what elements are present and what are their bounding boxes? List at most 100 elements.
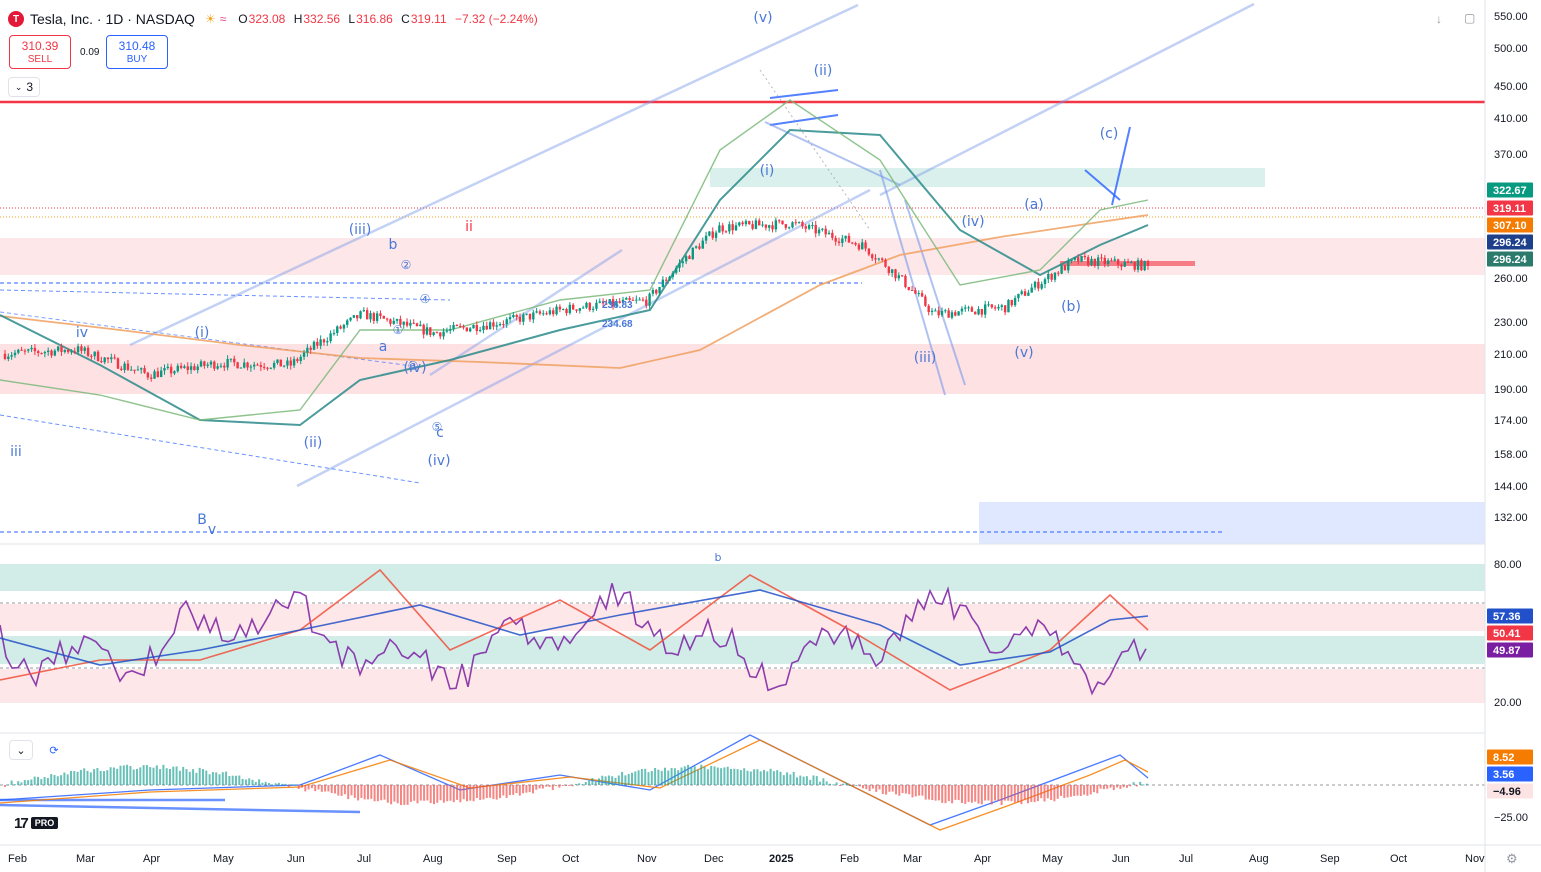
open-value: 323.08 — [248, 12, 286, 26]
macd-badge: −4.96 — [1493, 786, 1521, 798]
macd-histogram-bar — [119, 765, 122, 785]
buy-price: 310.48 — [118, 39, 156, 53]
macd-histogram-bar — [99, 770, 102, 785]
macd-histogram-bar — [73, 771, 76, 785]
macd-histogram-bar — [139, 767, 142, 785]
candle-body — [907, 287, 910, 290]
candle-body — [681, 261, 685, 264]
macd-histogram-bar — [396, 785, 399, 804]
macd-histogram-bar — [931, 785, 934, 801]
candle-body — [193, 366, 196, 371]
symbol-title[interactable]: Tesla, Inc. · 1D · NASDAQ — [30, 11, 195, 27]
macd-histogram-bar — [518, 785, 521, 796]
candle-body — [449, 328, 452, 331]
candle-body — [173, 371, 176, 374]
macd-histogram-bar — [700, 764, 703, 785]
candle-body — [684, 256, 688, 262]
macd-histogram-bar — [1056, 785, 1059, 799]
macd-signal-line — [0, 739, 1149, 831]
macd-histogram-bar — [769, 768, 772, 785]
candle-body — [372, 313, 376, 321]
sell-button[interactable]: 310.39 SELL — [9, 35, 71, 69]
macd-histogram-bar — [17, 781, 20, 785]
macd-trendline — [0, 803, 361, 814]
macd-histogram-bar — [1073, 785, 1076, 796]
chevron-down-icon: ⌄ — [14, 81, 23, 92]
candle-body — [548, 310, 552, 315]
rsi-badge-bg — [1487, 608, 1533, 624]
wave-label: (iv) — [961, 214, 984, 230]
candle-body — [758, 220, 761, 226]
macd-collapse-button[interactable]: ⌄ — [9, 740, 33, 760]
download-icon[interactable]: ↓ — [1436, 12, 1442, 26]
macd-histogram-bar — [898, 785, 901, 796]
settings-gear-icon[interactable]: ⚙ — [1506, 851, 1518, 866]
market-hours-icon[interactable]: ☀ — [204, 12, 216, 26]
macd-histogram-bar — [13, 784, 16, 786]
macd-histogram-bar — [1099, 785, 1102, 789]
macd-histogram-bar — [1102, 785, 1105, 790]
candle-body — [56, 346, 60, 351]
macd-histogram-bar — [1076, 785, 1079, 796]
macd-histogram-bar — [746, 770, 749, 785]
time-tick-label: Apr — [974, 853, 991, 865]
wave-label: ② — [401, 258, 412, 272]
macd-histogram-bar — [862, 785, 864, 789]
wave-label: (a) — [1024, 197, 1044, 213]
indicators-toggle-button[interactable]: ⌄ 3 — [8, 77, 40, 97]
symbol-header: T Tesla, Inc. · 1D · NASDAQ ☀ ≈ O323.08 … — [8, 8, 543, 30]
refresh-icon[interactable]: ⟳ — [42, 740, 66, 760]
macd-histogram-bar — [545, 785, 548, 787]
macd-histogram-bar — [423, 785, 426, 801]
candle-body — [63, 349, 67, 352]
macd-histogram-bar — [479, 785, 482, 801]
macd-histogram-bar — [317, 785, 320, 790]
macd-histogram-bar — [984, 785, 987, 801]
tradingview-logo[interactable]: 17 PRO — [14, 815, 59, 832]
candle-body — [163, 368, 166, 371]
candle-body — [532, 312, 535, 320]
macd-histogram-bar — [703, 766, 706, 785]
macd-histogram-bar — [693, 766, 696, 785]
data-status-icon[interactable]: ≈ — [219, 12, 227, 26]
candle-body — [741, 222, 744, 225]
buy-button[interactable]: 310.48 BUY — [106, 35, 168, 69]
macd-histogram-bar — [198, 767, 201, 785]
candle-body — [329, 333, 332, 342]
candle-body — [512, 314, 515, 318]
macd-histogram-bar — [604, 776, 607, 785]
time-tick-label: May — [1042, 853, 1063, 865]
candle-body — [1060, 265, 1063, 274]
rsi-ma-line — [0, 568, 1149, 691]
candle-body — [30, 347, 33, 350]
macd-histogram-bar — [208, 774, 211, 785]
candle-body — [1003, 305, 1007, 313]
macd-histogram-bar — [508, 785, 511, 796]
low-value: 316.86 — [356, 12, 393, 26]
macd-histogram-bar — [324, 785, 327, 792]
macd-histogram-bar — [654, 767, 657, 785]
macd-histogram-bar — [555, 785, 558, 787]
candle-body — [346, 320, 349, 325]
macd-histogram-bar — [551, 785, 554, 791]
time-tick-label: Nov — [637, 853, 657, 865]
macd-histogram-bar — [736, 769, 739, 785]
candle-body — [655, 289, 658, 294]
candle-body — [897, 275, 900, 279]
macd-histogram-bar — [76, 771, 79, 785]
candle-body — [249, 366, 253, 368]
candle-body — [688, 256, 691, 260]
macd-histogram-bar — [667, 770, 670, 785]
macd-histogram-bar — [650, 770, 653, 785]
maximize-icon[interactable]: ▢ — [1464, 11, 1476, 25]
macd-histogram-bar — [561, 785, 564, 786]
macd-histogram-bar — [185, 769, 188, 785]
candle-body — [708, 231, 711, 236]
candle-body — [694, 246, 698, 248]
candle-body — [711, 231, 714, 238]
macd-histogram-bar — [145, 765, 148, 785]
candle-body — [203, 361, 206, 366]
macd-histogram-bar — [347, 785, 350, 800]
candle-body — [1090, 258, 1093, 266]
